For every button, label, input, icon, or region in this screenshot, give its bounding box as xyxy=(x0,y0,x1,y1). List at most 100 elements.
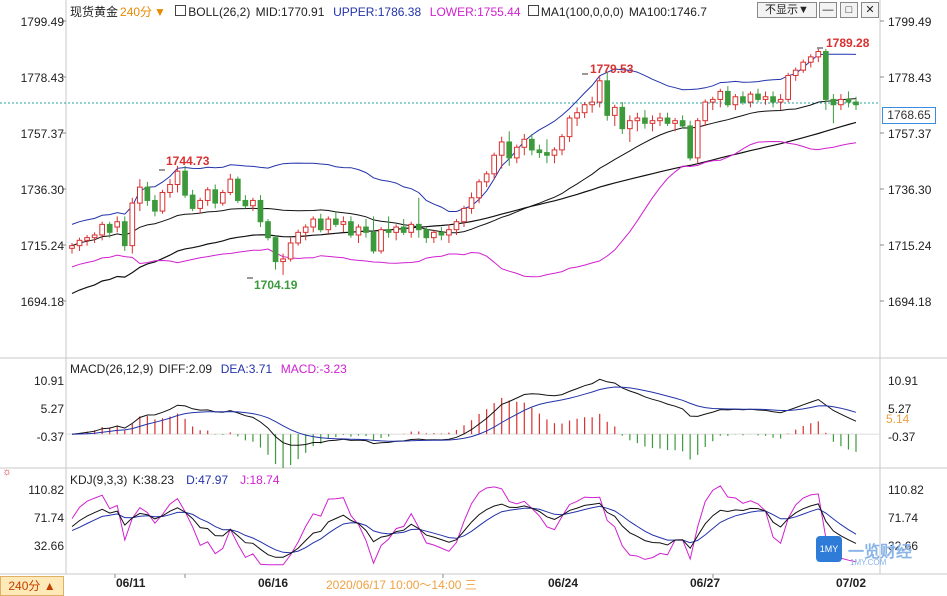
candle-body xyxy=(649,120,656,124)
candle-body xyxy=(634,117,641,122)
candle-body xyxy=(197,199,203,209)
period-dropdown-icon[interactable]: ▼ xyxy=(154,5,166,19)
candle-body xyxy=(664,117,671,124)
candle-body xyxy=(762,96,769,100)
kdj-j: J:18.74 xyxy=(240,473,280,487)
candle-body xyxy=(385,229,392,233)
right-tick-1: 1799.49 xyxy=(888,15,932,29)
boll-upper-line xyxy=(71,53,857,225)
minimize-button[interactable]: — xyxy=(819,2,837,18)
candle-body xyxy=(611,106,618,116)
candle-body xyxy=(461,207,467,223)
macd-diff-line xyxy=(71,378,857,446)
kdj-label: KDJ(9,3,3) xyxy=(70,473,128,487)
candle-body xyxy=(167,183,173,193)
symbol-name: 现货黄金 xyxy=(70,5,119,19)
right-tick-3: 1757.37 xyxy=(888,127,932,141)
macd-dea-line xyxy=(71,386,857,442)
candle-body xyxy=(76,239,83,247)
candle-body xyxy=(257,199,264,223)
candle-body xyxy=(498,141,505,156)
candle-body xyxy=(400,226,407,233)
candle-body xyxy=(589,101,595,106)
candle-body xyxy=(551,149,558,156)
left-tick-1: 1799.49 xyxy=(20,15,64,29)
candle-body xyxy=(619,106,626,130)
boll-mid-line xyxy=(71,98,857,247)
x-label-2: 06/16 xyxy=(258,576,289,590)
candle-body xyxy=(408,223,415,233)
hide-dropdown-button[interactable]: 不显示▼ xyxy=(757,2,817,18)
candle-body xyxy=(438,231,445,236)
right-macd-tick-2: 5.27 xyxy=(888,402,912,416)
restore-button[interactable]: □ xyxy=(840,2,858,18)
macd-dea: DEA:3.71 xyxy=(220,362,273,376)
candle-body xyxy=(302,226,309,233)
candle-body xyxy=(355,226,362,236)
candle-body xyxy=(845,98,852,103)
candle-body xyxy=(823,51,829,100)
kdj-header: KDJ(9,3,3) K:38.23 D:47.97 J:18.74 xyxy=(70,473,282,487)
period-button[interactable]: 240分 ▲ xyxy=(0,576,64,596)
candle-body xyxy=(830,98,837,106)
candle-body xyxy=(129,202,136,247)
candle-body xyxy=(333,218,339,225)
candle-body xyxy=(800,61,807,71)
right-tick-6: 1694.18 xyxy=(888,295,932,309)
right-tick-2: 1778.43 xyxy=(888,71,932,85)
left-tick-5: 1715.24 xyxy=(20,239,64,253)
candle-body xyxy=(212,189,219,204)
annotation-high-1: 1744.73 xyxy=(166,154,210,168)
kdj-d: D:47.97 xyxy=(186,473,229,487)
candle-body xyxy=(807,56,814,63)
current-price-flag: 1768.65 xyxy=(882,107,936,124)
candle-body xyxy=(853,101,859,106)
candle-body xyxy=(174,170,181,185)
candle-body xyxy=(137,186,143,204)
candle-body xyxy=(491,154,497,175)
candle-body xyxy=(363,226,369,233)
candle-body xyxy=(506,141,513,159)
candle-body xyxy=(596,80,603,103)
candle-body xyxy=(310,218,317,228)
candle-body xyxy=(378,229,384,252)
candle-body xyxy=(295,231,301,244)
ma-icon[interactable] xyxy=(527,5,539,16)
boll-mid: MID:1770.91 xyxy=(255,5,325,19)
candle-body xyxy=(370,231,377,252)
settings-icon[interactable]: ☼ xyxy=(2,466,13,478)
left-macd-tick-2: 5.27 xyxy=(40,402,64,416)
candle-body xyxy=(544,152,550,156)
candle-body xyxy=(717,90,724,100)
candle-body xyxy=(280,258,286,263)
crosshair-time: 2020/06/17 10:00～14:00 三 xyxy=(326,578,477,592)
boll-icon[interactable] xyxy=(175,5,187,16)
close-button[interactable]: ✕ xyxy=(861,2,879,18)
left-tick-3: 1757.37 xyxy=(20,127,64,141)
candle-body xyxy=(513,146,520,159)
candle-body xyxy=(348,221,354,236)
candle-body xyxy=(453,221,460,231)
right-kdj-tick-1: 110.82 xyxy=(888,483,924,497)
candle-body xyxy=(265,221,271,239)
candle-body xyxy=(642,117,648,124)
macd-header: MACD(26,12,9) DIFF:2.09 DEA:3.71 MACD:-3… xyxy=(70,362,349,376)
candle-body xyxy=(838,98,844,106)
candle-body xyxy=(99,223,105,236)
candle-body xyxy=(446,229,452,236)
left-macd-tick-3: -0.37 xyxy=(36,430,64,444)
candle-body xyxy=(792,69,799,76)
candle-body xyxy=(559,136,565,151)
candle-body xyxy=(84,237,90,241)
candle-body xyxy=(521,138,528,148)
candle-body xyxy=(747,93,754,103)
candle-body xyxy=(483,173,490,183)
candle-body xyxy=(679,120,686,127)
candle-body xyxy=(204,189,211,201)
candle-body xyxy=(272,237,279,263)
candle-body xyxy=(242,199,249,207)
right-kdj-tick-3: 32.66 xyxy=(888,539,919,553)
annotation-high-3: 1789.28 xyxy=(826,36,870,50)
